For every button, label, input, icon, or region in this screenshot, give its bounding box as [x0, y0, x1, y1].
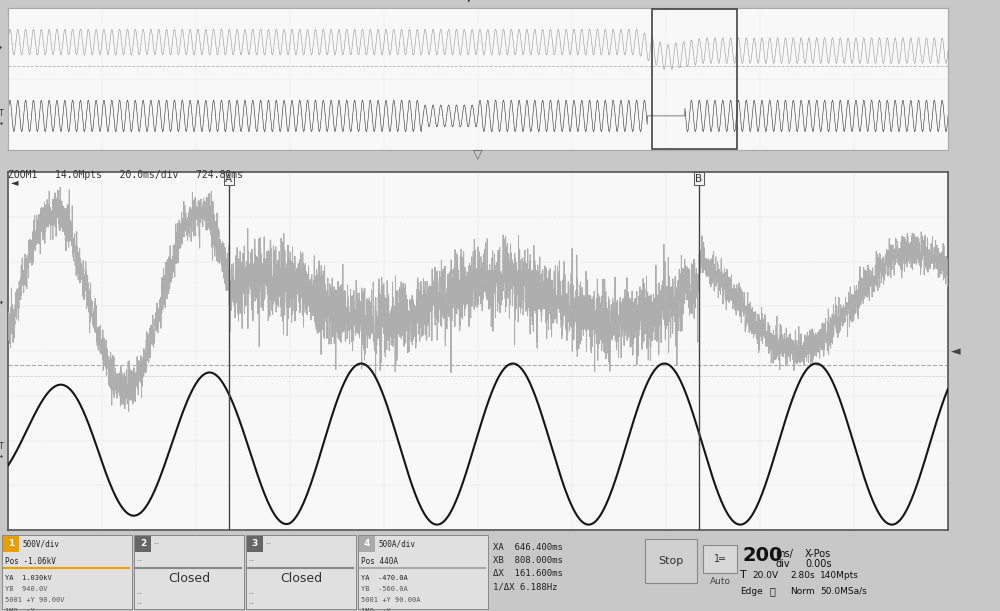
Text: --: --	[249, 557, 255, 566]
Text: div: div	[775, 559, 790, 569]
Text: 500V/div: 500V/div	[22, 540, 59, 549]
Bar	[135, 536, 151, 552]
Text: 1MΩ  +Y: 1MΩ +Y	[361, 608, 391, 611]
Text: 5001 +Y 90.00V: 5001 +Y 90.00V	[5, 597, 64, 603]
Text: T
1→: T 1→	[0, 109, 3, 128]
Text: YB  940.0V: YB 940.0V	[5, 586, 48, 592]
Text: ▽: ▽	[473, 148, 483, 161]
Bar	[358, 535, 488, 609]
Text: ΔX  161.600ms: ΔX 161.600ms	[493, 569, 563, 578]
Text: 4: 4	[364, 540, 370, 549]
Bar	[359, 536, 375, 552]
Text: ▼: ▼	[464, 0, 473, 3]
Bar	[645, 539, 697, 583]
Text: YA  -470.0A: YA -470.0A	[361, 575, 408, 581]
Text: 4→: 4→	[0, 43, 3, 53]
Text: 2.80s: 2.80s	[790, 571, 815, 579]
Text: XA  646.400ms: XA 646.400ms	[493, 543, 563, 552]
Bar	[134, 535, 244, 609]
Text: 0.00s: 0.00s	[805, 559, 832, 569]
Text: --: --	[137, 590, 143, 599]
Text: 20.0V: 20.0V	[752, 571, 778, 579]
Bar	[247, 536, 263, 552]
Text: T
1→: T 1→	[0, 442, 3, 461]
Text: B: B	[695, 174, 702, 184]
Text: 4→: 4→	[0, 298, 3, 307]
Bar	[2, 535, 132, 609]
Text: --: --	[266, 540, 272, 549]
Bar	[703, 545, 737, 573]
Bar	[246, 535, 356, 609]
Text: 140Mpts: 140Mpts	[820, 571, 859, 579]
Text: 3: 3	[252, 540, 258, 549]
Text: --: --	[154, 540, 160, 549]
Text: 1MΩ  +Y: 1MΩ +Y	[5, 608, 35, 611]
Text: ms/: ms/	[775, 549, 793, 559]
Text: 5001 +Y 90.00A: 5001 +Y 90.00A	[361, 597, 420, 603]
Text: Stop: Stop	[658, 556, 684, 566]
Text: 50.0MSa/s: 50.0MSa/s	[820, 587, 867, 596]
Text: Closed: Closed	[168, 573, 210, 585]
Text: Closed: Closed	[280, 573, 322, 585]
Text: ZOOM1   14.0Mpts   20.0ms/div   724.80ms: ZOOM1 14.0Mpts 20.0ms/div 724.80ms	[8, 170, 243, 180]
Bar	[652, 9, 736, 149]
Text: YA  1.030kV: YA 1.030kV	[5, 575, 52, 581]
Text: 200: 200	[743, 546, 783, 565]
Text: --: --	[137, 557, 143, 566]
Text: --: --	[137, 599, 143, 609]
Text: Pos -1.06kV: Pos -1.06kV	[5, 557, 56, 566]
Text: Pos 440A: Pos 440A	[361, 557, 398, 566]
Text: 1/ΔX 6.188Hz: 1/ΔX 6.188Hz	[493, 582, 558, 591]
Text: Auto: Auto	[710, 577, 730, 585]
Text: Norm: Norm	[790, 587, 815, 596]
Text: A: A	[225, 174, 232, 184]
Text: --: --	[249, 590, 255, 599]
Text: 1═: 1═	[714, 554, 726, 564]
Text: 500A/div: 500A/div	[378, 540, 415, 549]
Text: XB  808.000ms: XB 808.000ms	[493, 556, 563, 565]
Bar	[3, 536, 19, 552]
Text: Edge: Edge	[740, 587, 763, 596]
Text: ⨥: ⨥	[770, 586, 776, 596]
Text: YB  -560.0A: YB -560.0A	[361, 586, 408, 592]
Text: X-Pos: X-Pos	[805, 549, 831, 559]
Text: 2: 2	[140, 540, 146, 549]
Text: T: T	[740, 570, 747, 580]
Text: --: --	[249, 599, 255, 609]
Text: ◄: ◄	[951, 345, 961, 359]
Text: 1: 1	[8, 540, 14, 549]
Text: ◄: ◄	[11, 177, 18, 188]
